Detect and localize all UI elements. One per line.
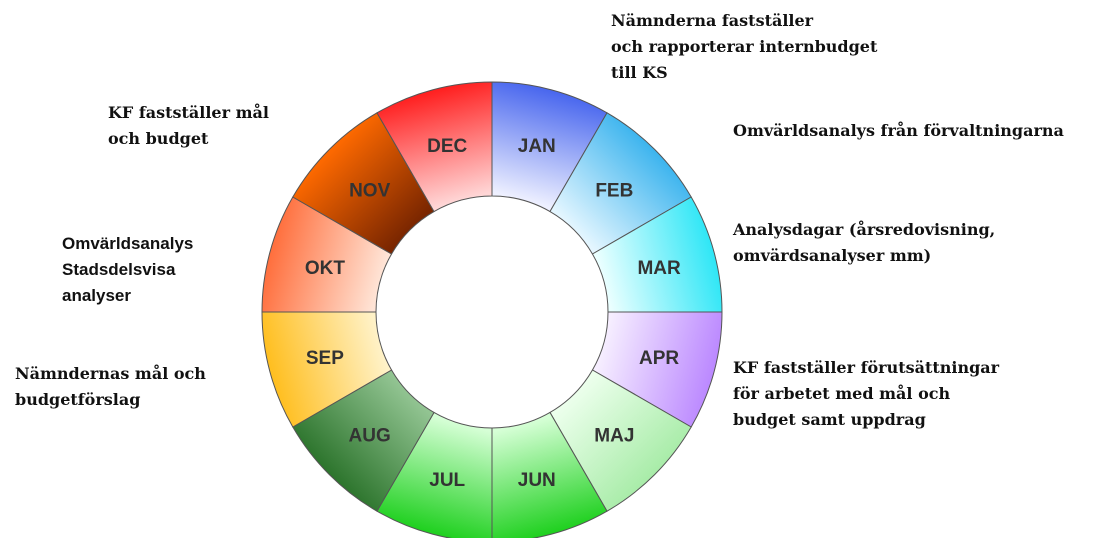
annotation-line: Nämnderna fastställer	[611, 11, 814, 30]
annotation-line: Stadsdelsvisa	[62, 260, 176, 279]
annotation-line: Omvärldsanalys från förvaltningarna	[733, 120, 1064, 140]
month-label: JUN	[518, 470, 556, 491]
month-label: NOV	[349, 181, 391, 202]
month-segment	[376, 81, 493, 213]
month-label: OKT	[305, 258, 346, 279]
annotation-line: till KS	[611, 63, 668, 82]
annotation-line: Analysdagar (årsredovisning,	[732, 219, 995, 239]
month-label: FEB	[595, 181, 633, 202]
annotation-line: för arbetet med mål och	[733, 383, 950, 403]
month-label: DEC	[427, 136, 467, 157]
month-label: APR	[639, 348, 679, 369]
annotation-line: budget samt uppdrag	[733, 410, 926, 429]
month-segment	[491, 411, 608, 538]
annotation-line: och budget	[108, 129, 209, 148]
ring: JAN FEB MAR APR MAJ JUN JUL AUG SEP OKT NOV DEC	[261, 81, 723, 538]
annotation-line: Nämndernas mål och	[15, 363, 206, 383]
month-label: JUL	[429, 470, 465, 491]
annotation-line: budgetförslag	[15, 390, 140, 409]
annotation-line: KF fastställer mål	[108, 102, 269, 122]
month-label: MAR	[637, 258, 681, 279]
month-label: MAJ	[594, 425, 634, 446]
month-label: SEP	[306, 348, 344, 369]
annotations: Nämnderna fastställer och rapporterar int…	[15, 11, 1064, 429]
annotation-line: Omvärldsanalys	[62, 234, 193, 253]
month-label: AUG	[349, 425, 391, 446]
month-label: JAN	[518, 136, 556, 157]
annotation-line: omvärdsanalyser mm)	[733, 246, 931, 265]
annotation-line: KF fastställer förutsättningar	[733, 358, 1000, 377]
annotation-line: analyser	[62, 286, 131, 305]
annotation-line: och rapporterar internbudget	[611, 37, 878, 56]
